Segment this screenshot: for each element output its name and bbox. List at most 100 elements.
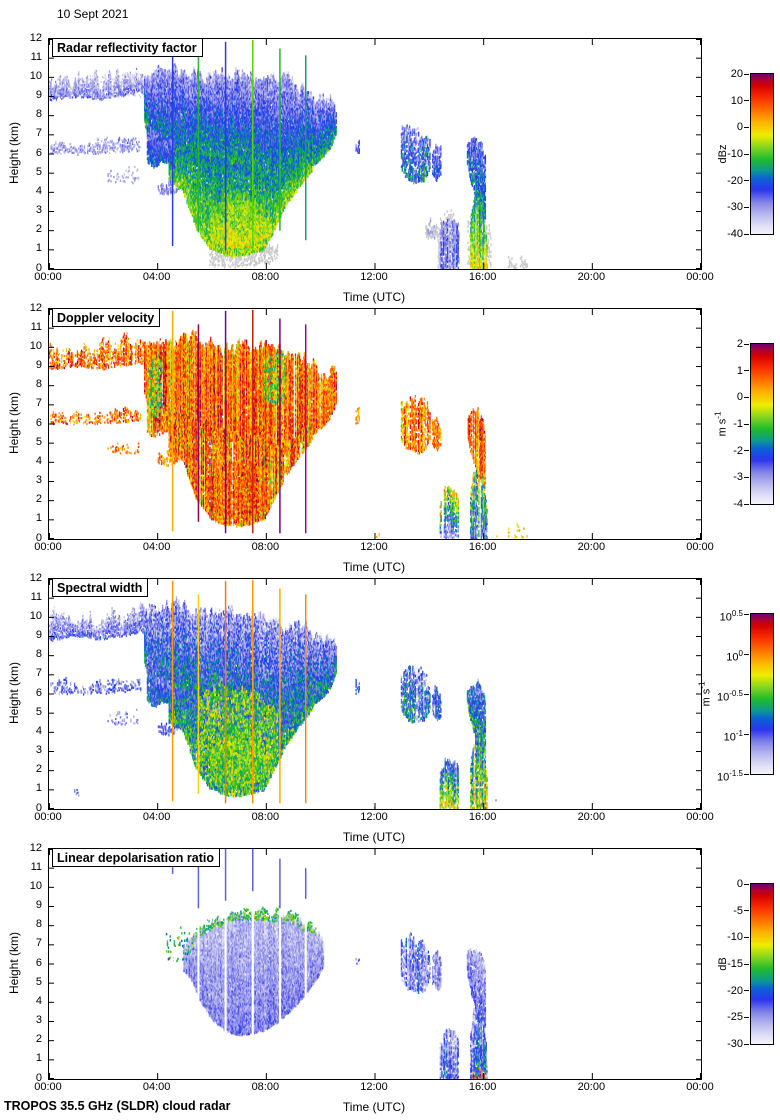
colorbar-tick	[744, 910, 749, 912]
colorbar-tick	[744, 450, 749, 452]
panel-title: Doppler velocity	[52, 309, 161, 327]
instrument-label: TROPOS 35.5 GHz (SLDR) cloud radar	[4, 1099, 231, 1113]
panel-title: Linear depolarisation ratio	[52, 849, 220, 867]
colorbar-tick-label: 0	[736, 121, 743, 134]
y-tick-label: 0	[35, 261, 42, 274]
colorbar-vel: 2 1 0 -1 -2 -3 -4 m s-1	[714, 338, 774, 510]
x-tick-label: 00:00	[686, 811, 714, 823]
x-tick-label: 12:00	[360, 811, 388, 823]
colorbar-unit-label: dB	[717, 957, 729, 971]
y-tick-label: 5	[35, 165, 42, 178]
colorbar-tick-label: -20	[727, 984, 743, 997]
heatmap-canvas-width	[49, 579, 701, 809]
colorbar-tick	[744, 936, 749, 938]
y-tick-label: 2	[35, 763, 42, 776]
y-tick-label: 8	[35, 918, 42, 931]
y-tick-label: 7	[35, 667, 42, 680]
y-tick-label: 6	[35, 686, 42, 699]
x-tick-label: 20:00	[577, 1081, 606, 1093]
colorbar-tick-label: 10	[730, 94, 743, 107]
colorbar-tick	[744, 653, 749, 655]
x-tick-label: 04:00	[142, 1081, 171, 1093]
colorbar-tick-label: -3	[733, 471, 743, 484]
panel-title: Radar reflectivity factor	[52, 39, 203, 57]
colorbar-tick	[744, 423, 749, 425]
colorbar-tick	[744, 963, 749, 965]
y-tick-label: 6	[35, 956, 42, 969]
colorbar-tick-label: -30	[727, 201, 743, 214]
colorbar-tick-label: -10	[727, 931, 743, 944]
colorbar-tick	[744, 693, 749, 695]
y-tick-label: 9	[35, 899, 42, 911]
colorbar-unit-label: m s-1	[697, 681, 713, 707]
x-tick-label: 04:00	[142, 271, 171, 283]
x-tick-label: 00:00	[34, 811, 62, 823]
x-tick-label: 20:00	[577, 811, 606, 823]
colorbar-width: 100.5 100 10-0.5 10-1 10-1.5 m s-1	[698, 609, 774, 784]
y-tick-label: 3	[35, 204, 42, 216]
x-axis-label: Time (UTC)	[342, 1100, 406, 1114]
heatmap-canvas-ldr	[49, 849, 701, 1079]
colorbar-tick-label: -10	[727, 148, 743, 160]
y-tick-label: 10	[29, 879, 42, 892]
colorbar-gradient	[751, 344, 773, 504]
plot-area-vel: Doppler velocity	[48, 308, 702, 540]
x-tick-label: 04:00	[142, 811, 171, 823]
colorbar-tick-label: -2	[733, 444, 743, 457]
colorbar-tick	[744, 1016, 749, 1018]
colorbar-tick-label: -25	[727, 1011, 743, 1024]
y-tick-label: 4	[35, 994, 42, 1007]
colorbar-tick-label: -5	[733, 904, 743, 917]
panel-doppler-velocity: Doppler velocity Height (km) 0 1 2 3 4 5 6 7 8 9 10 1…	[0, 302, 780, 578]
y-tick-label: 11	[30, 50, 42, 63]
heatmap-canvas-vel	[49, 309, 701, 539]
colorbar-unit-label: dBz	[717, 144, 729, 164]
y-tick-label: 10	[29, 69, 42, 82]
colorbar-tick	[744, 73, 749, 75]
y-tick-label: 0	[35, 531, 42, 544]
panel-linear-depolarisation-ratio: Linear depolarisation ratio Height (km) 0 1…	[0, 842, 780, 1118]
x-tick-label: 00:00	[686, 541, 714, 553]
colorbar-tick-label: 100.5	[719, 609, 743, 624]
y-tick-label: 0	[35, 1071, 42, 1084]
y-tick-label: 8	[35, 378, 42, 391]
y-tick-label: 11	[30, 860, 42, 873]
y-tick-label: 5	[35, 975, 42, 988]
y-tick-label: 12	[29, 841, 42, 854]
colorbar-tick	[744, 773, 749, 775]
colorbar-tick	[744, 206, 749, 208]
colorbar-tick-label: -1	[733, 418, 743, 430]
y-tick-label: 1	[35, 1052, 42, 1065]
y-tick-label: 3	[35, 1014, 42, 1026]
colorbar-tick-label: 100	[726, 649, 743, 664]
colorbar-refl: 20 10 0 -10 -20 -30 -40 dBz	[717, 68, 774, 240]
y-tick-label: 2	[35, 1033, 42, 1046]
colorbar-tick	[744, 613, 749, 615]
colorbar-tick-label: -15	[727, 958, 743, 970]
x-tick-label: 00:00	[34, 1081, 62, 1093]
y-tick-label: 1	[35, 782, 42, 795]
panel-spectral-width: Spectral width Height (km) 0 1 2 3 4 5 6 7 8 9 10 11 1…	[0, 572, 780, 848]
x-tick-label: 20:00	[577, 541, 606, 553]
colorbar-unit-label: m s-1	[713, 411, 729, 437]
y-tick-label: 2	[35, 493, 42, 506]
plot-area-width: Spectral width	[48, 578, 702, 810]
x-tick-label: 20:00	[577, 271, 606, 283]
x-tick-label: 16:00	[468, 541, 497, 553]
x-tick-label: 12:00	[360, 271, 388, 283]
x-axis-label: Time (UTC)	[342, 290, 406, 304]
x-tick-label: 12:00	[360, 1081, 388, 1093]
y-tick-label: 9	[35, 89, 42, 101]
colorbar-tick-label: 0	[736, 391, 743, 404]
colorbar-tick	[744, 990, 749, 992]
colorbar-tick-label: 20	[730, 68, 743, 80]
colorbar-tick-label: 2	[736, 338, 743, 350]
y-tick-label: 11	[30, 320, 42, 333]
y-tick-label: 1	[35, 512, 42, 525]
colorbar-gradient	[751, 74, 773, 234]
y-tick-label: 0	[35, 801, 42, 814]
y-tick-label: 7	[35, 397, 42, 410]
date-label: 10 Sept 2021	[57, 7, 129, 21]
y-tick-label: 10	[29, 609, 42, 622]
colorbar-tick-label: 10-1.5	[716, 769, 743, 784]
